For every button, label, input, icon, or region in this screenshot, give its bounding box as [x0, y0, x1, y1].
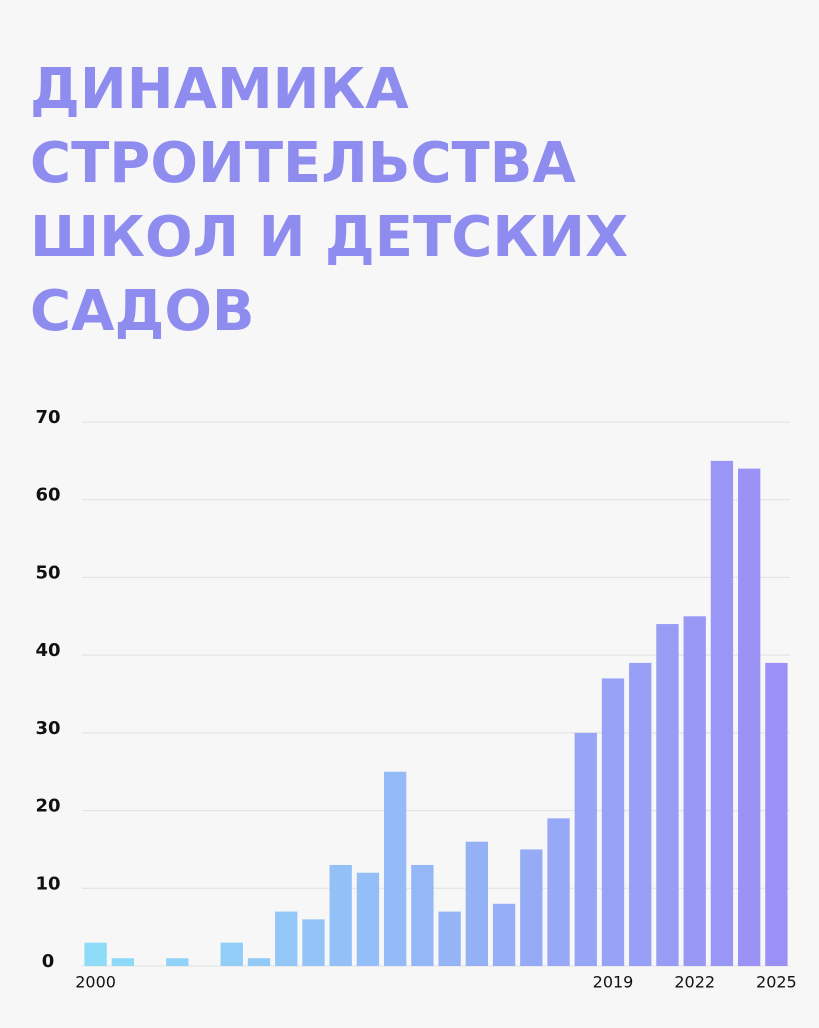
- y-tick-label: 60: [35, 485, 60, 506]
- bar: [275, 911, 298, 966]
- x-tick-label: 2025: [756, 973, 797, 992]
- bar: [683, 616, 706, 966]
- y-tick-label: 0: [42, 951, 55, 972]
- x-tick-label: 2019: [593, 973, 634, 992]
- y-tick-label: 30: [35, 718, 60, 739]
- bar: [302, 919, 325, 966]
- bar: [520, 849, 543, 966]
- bar: [111, 958, 135, 966]
- bar: [247, 958, 271, 966]
- bar: [166, 958, 189, 966]
- bar: [438, 911, 461, 966]
- bar: [356, 872, 380, 966]
- bar: [492, 903, 516, 966]
- y-tick-label: 10: [35, 873, 60, 894]
- x-tick-label: 2000: [75, 973, 116, 992]
- bar: [710, 460, 734, 966]
- bar: [765, 662, 788, 966]
- chart-title: ДИНАМИКА: [30, 57, 409, 122]
- bar: [329, 864, 352, 966]
- bar: [601, 678, 625, 966]
- y-tick-label: 20: [35, 796, 60, 817]
- bar: [574, 732, 597, 966]
- bar: [656, 624, 679, 966]
- bar: [84, 942, 107, 966]
- bar: [411, 864, 434, 966]
- bar: [737, 468, 761, 966]
- bar: [465, 841, 489, 966]
- bar: [547, 818, 570, 966]
- bar: [220, 942, 243, 966]
- y-tick-label: 40: [35, 640, 60, 661]
- chart-title: СТРОИТЕЛЬСТВА: [30, 131, 576, 196]
- x-tick-label: 2022: [674, 973, 715, 992]
- bar: [383, 771, 407, 966]
- chart-title: САДОВ: [30, 279, 255, 344]
- chart-title: ШКОЛ И ДЕТСКИХ: [30, 205, 628, 270]
- y-tick-label: 50: [35, 562, 60, 583]
- y-tick-label: 70: [35, 407, 60, 428]
- bar: [629, 662, 652, 966]
